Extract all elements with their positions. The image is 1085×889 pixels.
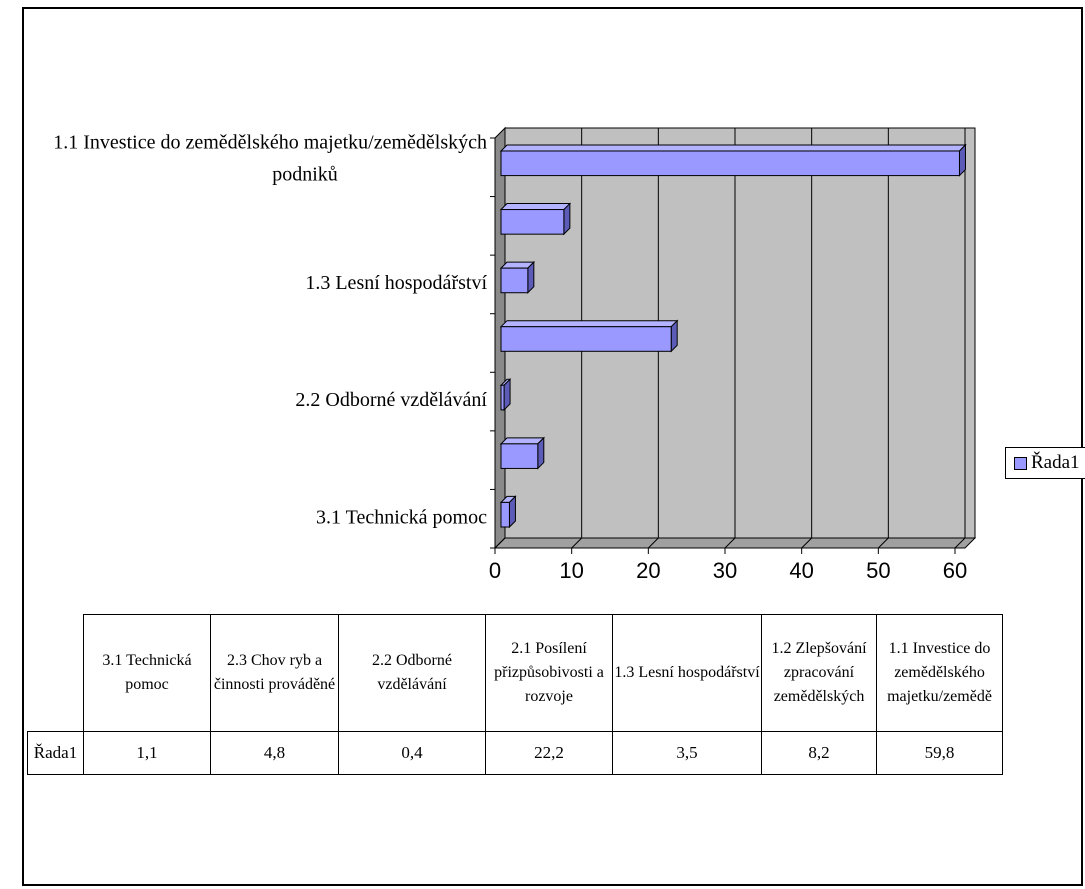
bar-front: [500, 150, 960, 177]
table-header: 2.1 Posílení přizpůsobivosti a rozvoje: [485, 614, 613, 732]
floor-gridline: [801, 537, 813, 549]
floor-gridline: [571, 537, 583, 549]
legend: Řada1: [1005, 447, 1085, 479]
bar-side: [563, 202, 571, 236]
floor-gridline: [724, 537, 736, 549]
bar: [499, 436, 546, 470]
table-cell: 4,8: [210, 731, 339, 775]
table-cell: 3,5: [612, 731, 762, 775]
bar-front: [500, 209, 565, 235]
x-tick-label: 50: [866, 558, 890, 583]
x-tick-label: 60: [943, 558, 967, 583]
table-header: 2.3 Chov ryb a činnosti prováděné: [210, 614, 339, 732]
bar-side: [527, 260, 535, 294]
floor-gridline: [494, 537, 506, 549]
bar-top: [499, 437, 546, 445]
table-header: 1.1 Investice do zemědělského majetku/ze…: [876, 614, 1003, 732]
x-tick-label: 10: [559, 558, 583, 583]
data-table: 3.1 Technická pomoc 2.3 Chov ryb a činno…: [27, 614, 1003, 775]
plot-floor: [493, 537, 977, 549]
bar-front: [500, 326, 672, 352]
table-row: Řada1 1,1 4,8 0,4 22,2 3,5 8,2 59,8: [27, 731, 1003, 775]
category-label: 1.3 Lesní hospodářství: [305, 272, 487, 294]
bar-side: [537, 436, 545, 470]
category-label: 1.1 Investice do zemědělského majetku/ze…: [53, 131, 487, 185]
bar-side: [503, 378, 511, 412]
bar-front: [500, 501, 510, 528]
x-tick-label: 20: [636, 558, 660, 583]
x-tick-label: 0: [489, 558, 501, 583]
bar-top: [499, 203, 572, 211]
bar-top: [499, 144, 967, 152]
table-row-label: Řada1: [27, 731, 84, 775]
bar-side: [508, 495, 516, 529]
x-tick-label: 40: [789, 558, 813, 583]
x-tick-label: 30: [713, 558, 737, 583]
table-header: 2.2 Odborné vzdělávání: [338, 614, 486, 732]
floor-gridline: [647, 537, 659, 549]
bar: [499, 495, 517, 529]
bars: [499, 143, 967, 529]
bar: [499, 143, 967, 177]
category-label-line: podniků: [272, 163, 338, 185]
bar-front: [500, 384, 505, 411]
table-cell: 59,8: [876, 731, 1003, 775]
bar-front: [500, 443, 539, 469]
legend-swatch: [1014, 456, 1027, 470]
category-label: 3.1 Technická pomoc: [316, 506, 487, 528]
bar: [499, 319, 679, 353]
table-corner: [27, 614, 84, 732]
bar-side: [958, 143, 966, 177]
bar-front: [500, 267, 529, 294]
table-header-row: 3.1 Technická pomoc 2.3 Chov ryb a činno…: [27, 614, 1003, 732]
table-cell: 1,1: [83, 731, 211, 775]
bar: [499, 378, 512, 412]
category-labels: 3.1 Technická pomoc 2.2 Odborné vzděláván…: [53, 131, 487, 528]
bar-side: [670, 319, 678, 353]
floor-gridline: [877, 537, 889, 549]
legend-label: Řada1: [1031, 452, 1080, 473]
category-label-line: 1.1 Investice do zemědělského majetku/ze…: [53, 131, 487, 153]
floor-gridline: [954, 537, 966, 549]
table-header: 3.1 Technická pomoc: [83, 614, 211, 732]
x-axis-ticks: 0 10 20 30 40 50 60: [489, 558, 967, 583]
bar: [499, 202, 572, 236]
table-header: 1.2 Zlepšování zpracování zemědělských: [761, 614, 877, 732]
table-cell: 22,2: [485, 731, 613, 775]
bar-top: [499, 320, 679, 328]
bar: [499, 260, 536, 294]
category-label: 2.2 Odborné vzdělávání: [295, 389, 487, 411]
table-cell: 8,2: [761, 731, 877, 775]
table-cell: 0,4: [338, 731, 486, 775]
table-header: 1.3 Lesní hospodářství: [612, 614, 762, 732]
